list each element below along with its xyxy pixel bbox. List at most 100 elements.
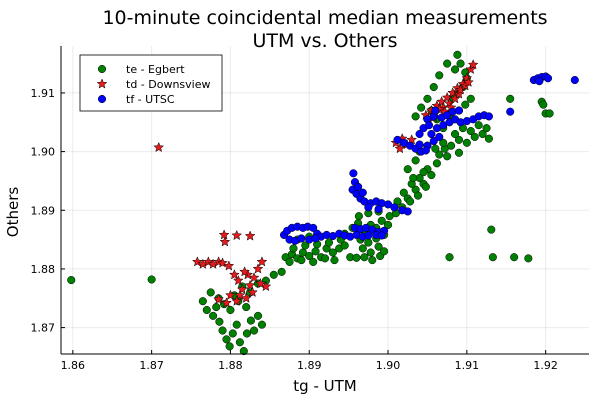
data-point: [285, 257, 294, 266]
data-point: [461, 100, 470, 109]
data-point: [427, 171, 436, 180]
y-tick-label: 1.91: [31, 87, 56, 100]
y-axis-label: Others: [4, 187, 22, 238]
data-point: [409, 173, 418, 183]
data-point: [484, 112, 493, 121]
data-point: [454, 148, 464, 157]
data-point-star: [248, 272, 260, 283]
data-point: [478, 129, 487, 139]
data-point-star: [247, 286, 258, 297]
data-point: [328, 248, 337, 257]
data-point-star: [219, 236, 231, 247]
data-point-star: [254, 277, 266, 289]
data-point-star: [221, 297, 232, 308]
data-point: [354, 182, 363, 191]
data-point-star: [467, 59, 479, 70]
data-point: [374, 242, 383, 251]
data-point: [358, 244, 367, 253]
x-tick-label: 1.86: [61, 359, 86, 372]
data-point: [424, 121, 434, 130]
data-point: [253, 311, 263, 320]
data-point: [374, 205, 383, 214]
legend-marker: [97, 64, 107, 74]
data-point: [377, 216, 386, 225]
data-point: [390, 203, 399, 212]
data-point: [484, 134, 493, 143]
data-point: [360, 253, 369, 262]
data-point: [415, 129, 424, 139]
series-0: [67, 50, 554, 356]
data-point: [439, 138, 448, 147]
data-point: [545, 109, 554, 118]
x-tick-labels: 1.86 1.87 1.88 1.89 1.90 1.91 1.92: [61, 359, 558, 372]
data-point: [399, 188, 408, 197]
data-point: [202, 305, 211, 315]
data-point: [232, 320, 241, 329]
axes: [60, 46, 589, 355]
data-point: [222, 335, 231, 344]
data-point-star: [228, 269, 240, 280]
data-point: [474, 121, 483, 130]
data-point: [349, 169, 358, 178]
data-point: [427, 129, 436, 139]
data-point-star: [244, 230, 256, 241]
data-point: [488, 253, 497, 262]
legend-label: td - Downsview: [126, 78, 211, 91]
data-point: [269, 270, 278, 279]
data-point: [354, 212, 363, 221]
data-point: [456, 59, 465, 68]
x-tick-label: 1.92: [533, 359, 558, 372]
data-point: [380, 247, 389, 256]
data-point: [466, 94, 475, 103]
y-tick-label: 1.89: [31, 204, 56, 217]
data-point: [364, 203, 373, 212]
data-point-star: [217, 257, 228, 268]
data-point: [297, 256, 306, 265]
data-point: [431, 106, 440, 115]
data-point: [403, 207, 412, 216]
data-point: [364, 231, 373, 240]
data-point: [225, 342, 234, 351]
data-point: [218, 326, 227, 335]
data-point-star: [153, 141, 165, 153]
data-point: [506, 107, 515, 116]
data-point: [215, 317, 224, 326]
data-point: [447, 141, 456, 150]
x-tick-label: 1.90: [376, 359, 401, 372]
data-point-star: [225, 289, 236, 300]
data-point: [403, 165, 412, 174]
data-point: [435, 71, 444, 80]
data-point: [454, 135, 464, 144]
x-tick-label: 1.87: [139, 359, 164, 372]
y-tick-labels: 1.87 1.88 1.89 1.90 1.91: [31, 87, 56, 335]
series-2: [279, 72, 579, 245]
data-point-star: [252, 263, 264, 274]
data-point: [454, 106, 464, 115]
data-point: [330, 256, 339, 265]
x-tick-label: 1.89: [297, 359, 322, 372]
data-point: [539, 100, 548, 109]
data-point: [239, 347, 248, 356]
data-point: [415, 140, 424, 149]
data-point-star: [394, 142, 406, 154]
data-point-star: [244, 279, 256, 290]
legend: te - Egbert td - Downsview tf - UTSC: [79, 54, 223, 112]
data-point-star: [463, 76, 474, 87]
chart-title: 10-minute coincidental median measuremen…: [102, 7, 547, 29]
data-point: [411, 156, 420, 165]
data-point: [443, 152, 452, 161]
data-point: [450, 65, 460, 74]
data-point-star: [239, 266, 251, 277]
legend-marker: [97, 94, 107, 104]
data-point: [482, 124, 491, 133]
data-point: [311, 247, 320, 256]
data-point: [510, 253, 519, 262]
data-point: [570, 75, 579, 85]
legend-items: te - Egbert td - Downsview tf - UTSC: [96, 63, 211, 106]
x-axis-label: tg - UTM: [293, 377, 356, 395]
data-point: [445, 253, 454, 262]
data-point: [431, 144, 440, 153]
data-point: [450, 129, 460, 139]
data-point-star: [256, 256, 268, 267]
data-point: [358, 188, 367, 197]
